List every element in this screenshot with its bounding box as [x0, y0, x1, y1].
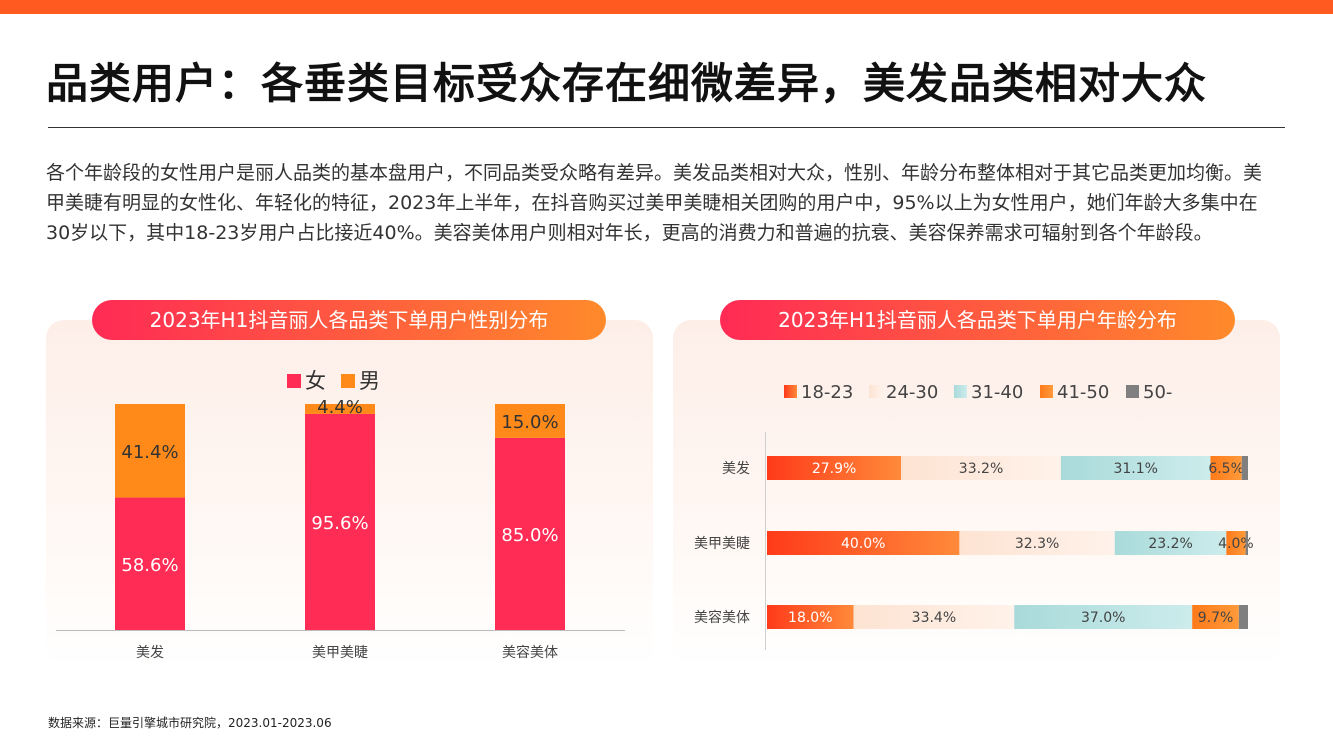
- legend-swatch-female: [287, 374, 301, 388]
- data-label: 31.1%: [1113, 461, 1157, 477]
- data-label: 9.7%: [1198, 610, 1234, 626]
- y-tick-label: 美甲美睫: [694, 536, 750, 552]
- y-tick-label: 美发: [722, 461, 750, 477]
- legend-label: 24-30: [886, 382, 938, 403]
- title-divider: [48, 127, 1285, 128]
- bar-segment: [1241, 456, 1248, 480]
- data-source-note: 数据来源：巨量引擎城市研究院，2023.01-2023.06: [48, 716, 332, 730]
- top-accent-bar: [0, 0, 1333, 14]
- bar-segment: [767, 531, 960, 555]
- data-label: 85.0%: [501, 525, 558, 546]
- legend-swatch-41-50: [1040, 385, 1053, 398]
- data-label: 18.0%: [788, 610, 832, 626]
- summary-paragraph: 各个年龄段的女性用户是丽人品类的基本盘用户，不同品类受众略有差异。美发品类相对大…: [46, 162, 1263, 244]
- bar-segment: [1210, 456, 1242, 480]
- bar-segment: [305, 404, 375, 414]
- legend-swatch-18-23: [784, 385, 797, 398]
- data-label: 32.3%: [1015, 536, 1059, 552]
- legend-swatch-50-: [1126, 385, 1139, 398]
- data-label: 33.4%: [912, 610, 956, 626]
- legend-label: 男: [359, 369, 380, 393]
- bar-segment: [767, 456, 902, 480]
- bar-segment: [495, 437, 565, 630]
- legend-swatch-24-30: [869, 385, 882, 398]
- bar-segment: [1014, 605, 1193, 629]
- x-tick-label: 美发: [136, 645, 164, 661]
- bar-segment: [853, 605, 1015, 629]
- gender-chart-title: 2023年H1抖音丽人各品类下单用户性别分布: [92, 300, 606, 340]
- bar-segment: [115, 404, 185, 498]
- data-label: 6.5%: [1208, 461, 1244, 477]
- y-tick-label: 美容美体: [694, 609, 750, 626]
- data-label: 23.2%: [1148, 536, 1192, 552]
- data-label: 37.0%: [1081, 610, 1125, 626]
- legend-label: 50-: [1143, 382, 1172, 403]
- data-label: 4.0%: [1218, 536, 1254, 552]
- x-tick-label: 美容美体: [502, 644, 558, 661]
- legend-swatch-male: [341, 374, 355, 388]
- legend-label: 18-23: [801, 382, 853, 403]
- legend-label: 31-40: [971, 382, 1023, 403]
- data-label: 41.4%: [121, 442, 178, 463]
- bar-segment: [305, 413, 375, 630]
- data-label: 15.0%: [501, 412, 558, 433]
- bar-segment: [495, 404, 565, 438]
- bar-segment: [1192, 605, 1239, 629]
- data-label: 33.2%: [959, 461, 1003, 477]
- x-tick-label: 美甲美睫: [312, 645, 368, 661]
- bar-segment: [959, 531, 1115, 555]
- data-label: 58.6%: [121, 555, 178, 576]
- bar-segment: [1226, 531, 1246, 555]
- bar-segment: [767, 605, 854, 629]
- bar-segment: [1238, 605, 1248, 629]
- age-chart-title: 2023年H1抖音丽人各品类下单用户年龄分布: [720, 300, 1235, 340]
- bar-segment: [115, 497, 185, 630]
- legend-label: 41-50: [1057, 382, 1109, 403]
- bar-segment: [1245, 531, 1248, 555]
- data-label: 95.6%: [311, 513, 368, 534]
- bar-segment: [901, 456, 1061, 480]
- bar-segment: [1114, 531, 1227, 555]
- legend-swatch-31-40: [954, 385, 967, 398]
- data-label: 27.9%: [812, 461, 856, 477]
- bar-segment: [1060, 456, 1211, 480]
- data-label: 40.0%: [841, 536, 885, 552]
- data-label: 4.4%: [317, 397, 363, 418]
- legend-label: 女: [305, 369, 326, 393]
- page-title: 品类用户：各垂类目标受众存在细微差异，美发品类相对大众: [46, 59, 1208, 108]
